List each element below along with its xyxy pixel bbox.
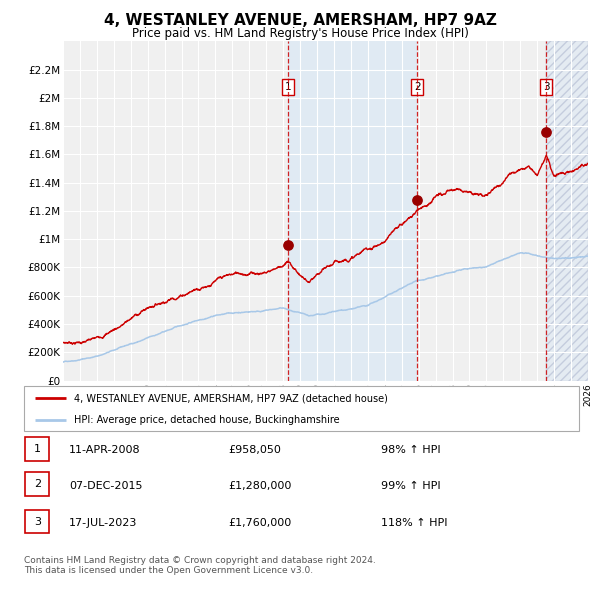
Text: HPI: Average price, detached house, Buckinghamshire: HPI: Average price, detached house, Buck… [74,415,340,425]
Text: 118% ↑ HPI: 118% ↑ HPI [381,518,448,528]
Text: 3: 3 [34,517,41,526]
Text: 99% ↑ HPI: 99% ↑ HPI [381,481,440,491]
Text: 17-JUL-2023: 17-JUL-2023 [69,518,137,528]
Text: 2: 2 [34,480,41,489]
Bar [288,41,418,381]
Text: 3: 3 [543,82,550,92]
FancyBboxPatch shape [25,437,49,461]
Text: 4, WESTANLEY AVENUE, AMERSHAM, HP7 9AZ: 4, WESTANLEY AVENUE, AMERSHAM, HP7 9AZ [104,13,496,28]
Text: 2: 2 [414,82,421,92]
Text: 1: 1 [284,82,291,92]
Text: 07-DEC-2015: 07-DEC-2015 [69,481,143,491]
Text: Contains HM Land Registry data © Crown copyright and database right 2024.
This d: Contains HM Land Registry data © Crown c… [24,556,376,575]
Point [542,127,551,136]
Text: £1,280,000: £1,280,000 [228,481,292,491]
Text: £1,760,000: £1,760,000 [228,518,291,528]
Text: 1: 1 [34,444,41,454]
FancyBboxPatch shape [25,510,49,533]
FancyBboxPatch shape [24,386,579,431]
Point [283,240,293,250]
FancyBboxPatch shape [25,473,49,496]
Bar [547,41,588,381]
Text: 98% ↑ HPI: 98% ↑ HPI [381,445,440,455]
Text: 4, WESTANLEY AVENUE, AMERSHAM, HP7 9AZ (detached house): 4, WESTANLEY AVENUE, AMERSHAM, HP7 9AZ (… [74,394,388,404]
Text: 11-APR-2008: 11-APR-2008 [69,445,140,455]
Point [413,195,422,204]
Text: £958,050: £958,050 [228,445,281,455]
Text: Price paid vs. HM Land Registry's House Price Index (HPI): Price paid vs. HM Land Registry's House … [131,27,469,40]
